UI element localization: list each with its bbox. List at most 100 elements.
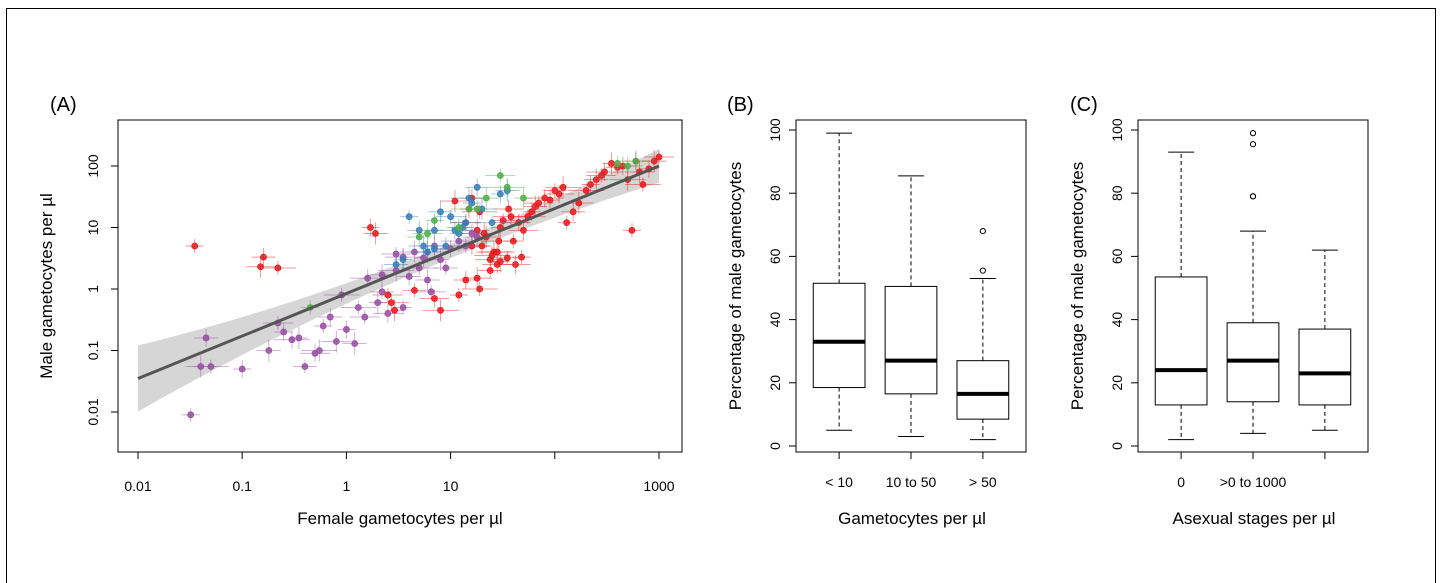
panel-b-label: (B) (727, 94, 754, 116)
data-point-purple (273, 330, 310, 349)
data-point-purple (289, 326, 308, 349)
data-point-blue (491, 185, 510, 204)
data-point-red (475, 240, 512, 263)
data-marker (503, 183, 511, 191)
data-marker (592, 176, 600, 184)
data-marker (512, 261, 519, 268)
data-marker (582, 187, 590, 194)
data-marker (473, 274, 481, 282)
data-marker (468, 199, 476, 207)
data-marker (415, 226, 423, 234)
data-point-red (545, 176, 582, 199)
data-marker (493, 261, 501, 268)
data-point-red (461, 282, 498, 296)
data-marker (555, 190, 563, 198)
data-marker (354, 304, 362, 311)
data-marker (546, 196, 554, 204)
x-tick-label: 1 (343, 478, 351, 494)
panel-c: (C) 0 >0 to 1000 0 20 40 60 80 100 Asexual sta… (1068, 94, 1369, 528)
data-point-red (622, 223, 641, 238)
data-point-blue (450, 187, 487, 210)
data-marker (391, 306, 398, 314)
data-point-purple (368, 291, 387, 314)
data-marker (587, 181, 594, 188)
panel-b-boxes (812, 132, 1010, 441)
data-marker (301, 363, 309, 370)
data-point-purple (416, 284, 447, 299)
data-marker (535, 199, 543, 207)
data-marker (528, 208, 536, 216)
y-tick-label: 0 (1109, 442, 1125, 450)
box-iqr (1154, 276, 1208, 406)
data-point-purple (301, 339, 338, 362)
data-point-purple (431, 248, 450, 271)
data-marker (415, 233, 423, 241)
data-point-blue (435, 209, 466, 224)
data-marker (392, 250, 400, 258)
data-marker (384, 291, 392, 299)
data-marker (447, 213, 455, 221)
data-marker (601, 168, 608, 176)
data-point-red (563, 192, 594, 215)
data-point-red (624, 177, 661, 192)
outlier-point (1249, 141, 1257, 148)
data-point-red (462, 267, 493, 290)
data-marker (202, 334, 210, 342)
panel-a-y-axis: 0.01 0.1 1 10 100 (85, 154, 119, 426)
data-marker (563, 219, 571, 227)
data-point-red (561, 202, 586, 221)
data-marker (551, 187, 559, 194)
data-marker (332, 338, 340, 345)
data-point-purple (292, 359, 317, 374)
data-point-blue (425, 221, 444, 240)
data-marker (639, 181, 647, 188)
data-point-red (495, 250, 520, 265)
data-point-red (644, 150, 674, 165)
data-marker (191, 242, 199, 250)
outlier-point (1249, 130, 1257, 137)
data-marker (442, 264, 450, 272)
data-marker (486, 267, 494, 274)
y-tick-label: 20 (767, 375, 783, 391)
data-point-red (523, 196, 554, 211)
box-2 (884, 175, 938, 438)
panel-c-x-axis: 0 >0 to 1000 (1177, 451, 1326, 490)
data-point-red (607, 157, 638, 175)
data-point-green (446, 218, 471, 237)
data-point-red (439, 189, 470, 212)
panel-b-x-label: Gametocytes per µl (838, 509, 986, 528)
data-marker (507, 213, 515, 221)
data-point-blue (450, 213, 481, 232)
x-tick-label: 0.1 (232, 478, 252, 494)
data-point-red (493, 205, 530, 228)
data-point-purple (394, 300, 413, 315)
y-tick-label: 80 (1109, 185, 1125, 201)
data-point-green (468, 199, 487, 218)
data-marker (520, 194, 527, 202)
data-point-blue (384, 257, 409, 272)
outlier-point (1249, 193, 1257, 200)
data-marker (520, 226, 527, 234)
data-marker (478, 242, 486, 250)
data-marker (462, 276, 470, 284)
data-point-blue (400, 209, 419, 224)
data-marker (431, 245, 438, 253)
data-marker (614, 160, 621, 167)
data-point-purple (233, 360, 252, 379)
data-marker (187, 411, 195, 419)
data-marker (455, 291, 463, 299)
data-point-blue (428, 200, 453, 223)
data-marker (384, 310, 392, 317)
data-marker (405, 213, 413, 221)
data-point-purple (337, 320, 356, 339)
panel-a-plot-area (117, 119, 683, 453)
data-marker (488, 219, 496, 227)
regression-line (137, 164, 660, 380)
y-tick-label: 60 (1109, 248, 1125, 264)
data-point-green (474, 187, 499, 210)
panel-a: (A) 0.01 0.1 1 10 1000 0.01 0.1 1 10 100 Female … (37, 94, 683, 528)
y-tick-label: 100 (1109, 118, 1125, 142)
data-point-blue (409, 244, 446, 259)
box-1 (812, 132, 866, 431)
